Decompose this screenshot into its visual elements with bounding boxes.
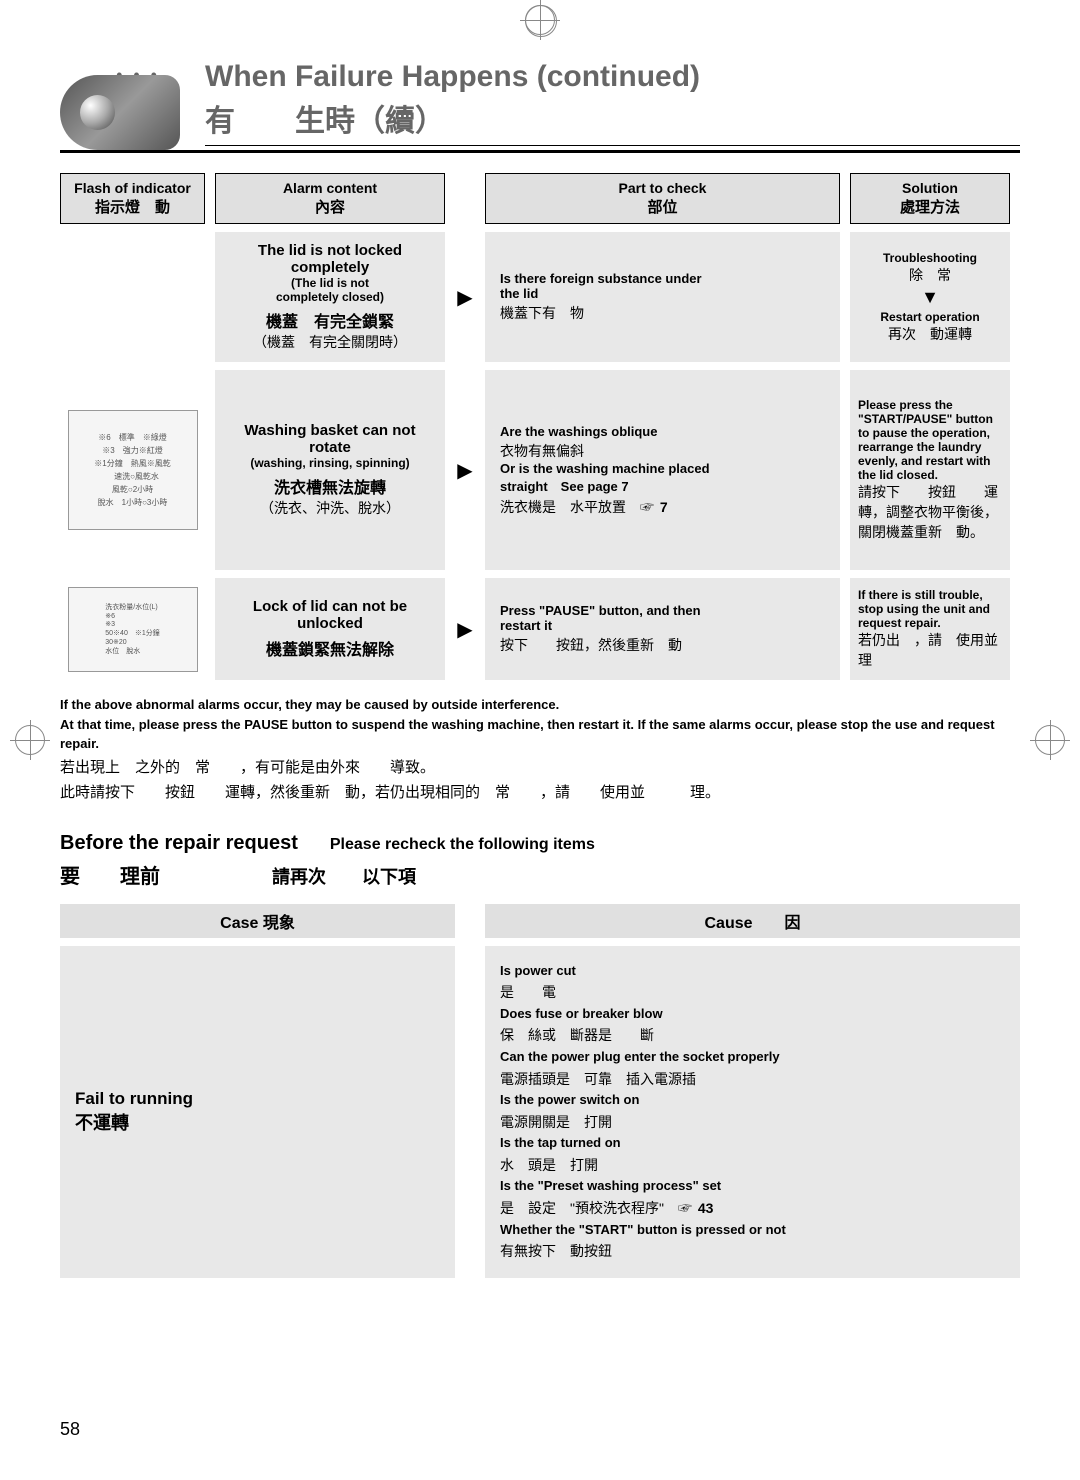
registration-mark-top xyxy=(520,0,560,40)
title-english: When Failure Happens (continued) xyxy=(205,60,1020,94)
indicator-cell: ※6 標準 ※綠燈 ※3 強力※紅燈 ※1分鐘 熱風※風乾 速洗○風乾水 風乾○… xyxy=(60,370,205,570)
case-cell: Fail to running 不運轉 xyxy=(60,946,455,1278)
bh-case: Case 現象 xyxy=(60,904,455,938)
before-repair-section: Before the repair request Please recheck… xyxy=(60,830,1020,1278)
solution-cell: Troubleshooting 除 常 ▼ Restart operation … xyxy=(850,232,1010,362)
note-paragraph: If the above abnormal alarms occur, they… xyxy=(60,695,1020,805)
before-row: Fail to running 不運轉 Is power cut是 電Does … xyxy=(60,946,1020,1278)
alarm-cell: Lock of lid can not be unlocked 機蓋鎖緊無法解除 xyxy=(215,578,445,680)
table-row: ※6 標準 ※綠燈 ※3 強力※紅燈 ※1分鐘 熱風※風乾 速洗○風乾水 風乾○… xyxy=(60,370,1020,570)
before-header-row: Case 現象 Cause 因 xyxy=(60,904,1020,938)
troubleshooting-table: Flash of indicator 指示燈 動 Alarm content 內… xyxy=(60,173,1020,680)
arrow-icon: ▶ xyxy=(455,232,475,362)
hand-icon: ☞ xyxy=(640,499,654,515)
alarm-cell: Washing basket can not rotate (washing, … xyxy=(215,370,445,570)
registration-mark-left xyxy=(10,720,50,760)
solution-cell: If there is still trouble, stop using th… xyxy=(850,578,1010,680)
th-check: Part to check 部位 xyxy=(485,173,840,224)
alarm-cell: The lid is not locked completely (The li… xyxy=(215,232,445,362)
indicator-cell: 洗衣粉量/水位(L)※6※350※40 ※1分鐘30※20水位 脫水 xyxy=(60,578,205,680)
th-indicator: Flash of indicator 指示燈 動 xyxy=(60,173,205,224)
th-alarm: Alarm content 內容 xyxy=(215,173,445,224)
bh-cause: Cause 因 xyxy=(485,904,1020,938)
indicator-panel-icon: 洗衣粉量/水位(L)※6※350※40 ※1分鐘30※20水位 脫水 xyxy=(68,587,198,672)
page-number: 58 xyxy=(60,1419,80,1440)
table-row: 洗衣粉量/水位(L)※6※350※40 ※1分鐘30※20水位 脫水 Lock … xyxy=(60,578,1020,680)
table-row: The lid is not locked completely (The li… xyxy=(60,232,1020,362)
th-solution: Solution 處理方法 xyxy=(850,173,1010,224)
page-header: • • • When Failure Happens (continued) 有… xyxy=(60,60,1020,153)
arrow-icon: ▶ xyxy=(455,578,475,680)
solution-cell: Please press the "START/PAUSE" button to… xyxy=(850,370,1010,570)
indicator-cell xyxy=(60,232,205,362)
down-arrow-icon: ▼ xyxy=(858,287,1002,308)
page-content: • • • When Failure Happens (continued) 有… xyxy=(0,0,1080,1308)
arrow-icon: ▶ xyxy=(455,370,475,570)
check-cell: Press "PAUSE" button, and then restart i… xyxy=(485,578,840,680)
header-icon: • • • xyxy=(60,60,190,150)
check-cell: Is there foreign substance under the lid… xyxy=(485,232,840,362)
title-chinese: 有 生時（續） xyxy=(205,96,1020,140)
table-header-row: Flash of indicator 指示燈 動 Alarm content 內… xyxy=(60,173,1020,224)
indicator-panel-icon: ※6 標準 ※綠燈 ※3 強力※紅燈 ※1分鐘 熱風※風乾 速洗○風乾水 風乾○… xyxy=(68,410,198,530)
cause-cell: Is power cut是 電Does fuse or breaker blow… xyxy=(485,946,1020,1278)
before-title: Before the repair request Please recheck… xyxy=(60,830,1020,855)
check-cell: Are the washings oblique 衣物有無偏斜 Or is th… xyxy=(485,370,840,570)
registration-mark-right xyxy=(1030,720,1070,760)
